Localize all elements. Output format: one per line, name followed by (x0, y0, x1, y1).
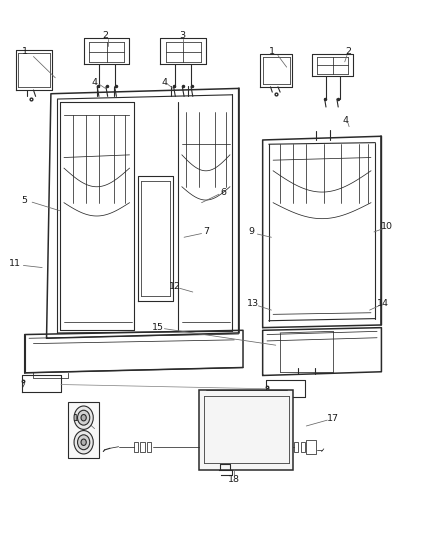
Ellipse shape (81, 415, 86, 421)
Text: 1: 1 (269, 47, 275, 55)
Text: 10: 10 (381, 222, 393, 231)
FancyBboxPatch shape (199, 390, 293, 470)
Text: 3: 3 (179, 31, 185, 40)
Text: 5: 5 (22, 196, 28, 205)
Text: 4: 4 (343, 116, 349, 125)
Ellipse shape (81, 439, 86, 446)
Text: 11: 11 (9, 260, 21, 268)
Text: 1: 1 (22, 47, 28, 55)
Ellipse shape (78, 410, 90, 425)
Text: 9: 9 (249, 228, 255, 237)
Text: 4: 4 (92, 77, 98, 86)
Ellipse shape (78, 435, 90, 450)
Ellipse shape (74, 431, 93, 454)
Text: 4: 4 (162, 77, 167, 86)
Text: 14: 14 (377, 299, 389, 308)
Text: 2: 2 (102, 31, 109, 40)
Text: 15: 15 (152, 323, 164, 332)
Text: 17: 17 (326, 414, 339, 423)
Text: 13: 13 (247, 299, 259, 308)
FancyBboxPatch shape (68, 402, 99, 458)
Text: 7: 7 (203, 228, 209, 237)
Text: 6: 6 (220, 188, 226, 197)
Text: 18: 18 (228, 475, 240, 483)
Text: 2: 2 (345, 47, 351, 55)
Text: 12: 12 (170, 282, 181, 291)
Ellipse shape (74, 406, 93, 430)
Text: 16: 16 (73, 414, 85, 423)
